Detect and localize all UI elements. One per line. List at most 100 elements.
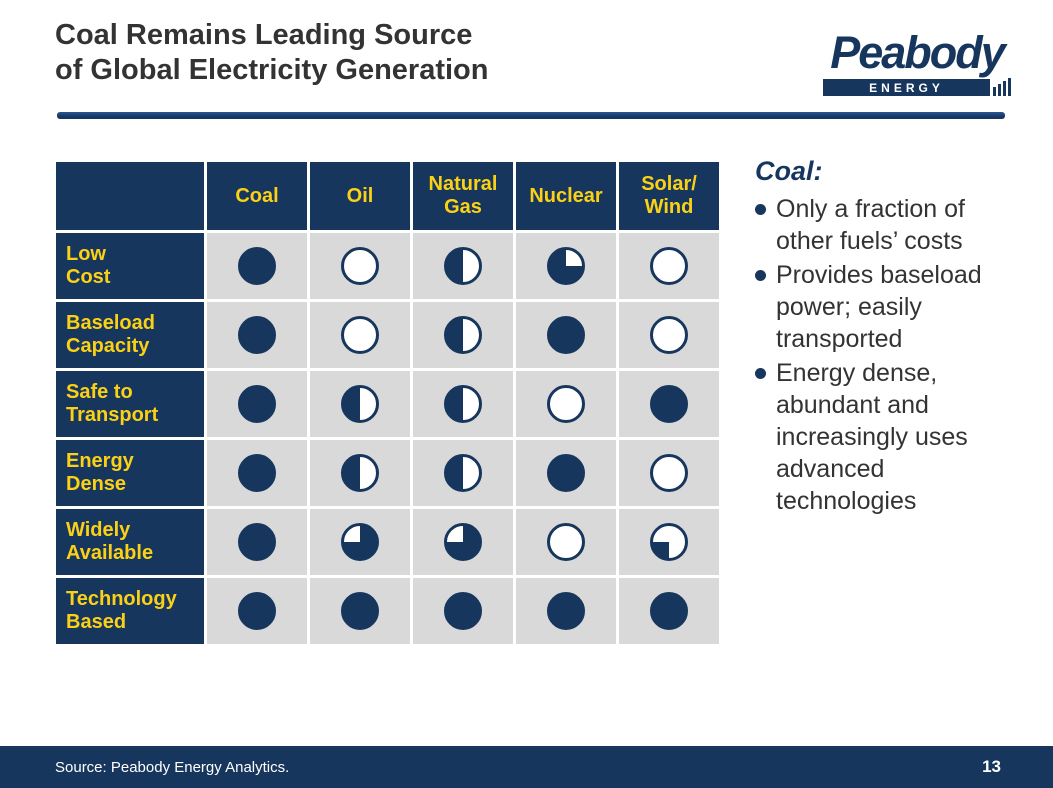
harvey-ball-full-icon [238,247,276,285]
harvey-ball-full-icon [650,592,688,630]
logo-energy-bar: ENERGY [823,78,1011,96]
logo-bar: ENERGY [823,79,990,96]
matrix-col-header: Natural Gas [413,162,513,230]
harvey-ball-full-icon [238,454,276,492]
matrix-cell [619,509,719,575]
footer-bar: Source: Peabody Energy Analytics. 13 [0,746,1053,788]
matrix-row-label: Widely Available [56,509,204,575]
harvey-ball-empty-icon [650,454,688,492]
matrix-row-label: Energy Dense [56,440,204,506]
matrix-cell [413,440,513,506]
matrix-cell [619,233,719,299]
matrix-cell [516,578,616,644]
matrix-row-label: Safe to Transport [56,371,204,437]
harvey-ball-full-icon [238,592,276,630]
matrix-row: Low Cost [56,233,719,299]
matrix-cell [310,302,410,368]
matrix-cell [310,440,410,506]
harvey-ball-quarter-bottomleft-icon [650,523,688,561]
harvey-ball-full-icon [238,523,276,561]
matrix-cell [413,578,513,644]
harvey-ball-full-icon [547,316,585,354]
harvey-ball-three-quarter-topleft-icon [341,523,379,561]
matrix-row: Energy Dense [56,440,719,506]
matrix-row-label: Baseload Capacity [56,302,204,368]
peabody-logo: Peabody ENERGY [823,30,1011,96]
matrix-cell [207,578,307,644]
matrix-cell [413,233,513,299]
matrix-cell [310,371,410,437]
matrix-cell [516,233,616,299]
matrix-col-header: Coal [207,162,307,230]
matrix-col-header: Oil [310,162,410,230]
bullet-icon [755,270,766,281]
bullet-text: Energy dense, abundant and increasingly … [776,359,968,515]
matrix-col-header: Nuclear [516,162,616,230]
harvey-ball-half-left-icon [341,454,379,492]
bullet-text: Only a fraction of other fuels’ costs [776,195,965,255]
matrix-cell [413,371,513,437]
harvey-ball-half-left-icon [444,454,482,492]
coal-bullet-list: Only a fraction of other fuels’ costs Pro… [755,193,1007,517]
matrix-row-label: Low Cost [56,233,204,299]
panel-heading: Coal: [755,156,823,186]
matrix-cell [207,440,307,506]
matrix-col-header: Solar/ Wind [619,162,719,230]
harvey-ball-empty-icon [547,385,585,423]
harvey-ball-empty-icon [650,247,688,285]
harvey-ball-full-icon [547,454,585,492]
matrix-row-label: Technology Based [56,578,204,644]
harvey-ball-empty-icon [650,316,688,354]
harvey-ball-full-icon [547,592,585,630]
title-divider [57,112,1005,119]
bullet-item: Provides baseload power; easily transpor… [755,259,1007,355]
harvey-ball-full-icon [238,385,276,423]
harvey-ball-full-icon [444,592,482,630]
matrix-row: Technology Based [56,578,719,644]
matrix-cell [207,509,307,575]
matrix-cell [413,509,513,575]
matrix-table-body: Low Cost Baseload Capacity Safe to Transpo… [56,233,719,644]
matrix-cell [207,302,307,368]
matrix-cell [516,302,616,368]
matrix-header-row: Coal Oil Natural Gas Nuclear Solar/ Wind [56,162,719,230]
page-title: Coal Remains Leading Source of Global El… [55,19,489,87]
matrix-cell [619,440,719,506]
harvey-ball-three-quarter-topleft-icon [444,523,482,561]
matrix-cell [310,509,410,575]
harvey-ball-full-icon [341,592,379,630]
logo-stripes-icon [993,78,1011,96]
bullet-text: Provides baseload power; easily transpor… [776,261,982,353]
matrix-cell [619,578,719,644]
logo-wordmark: Peabody [830,27,1006,78]
matrix-row: Safe to Transport [56,371,719,437]
matrix-cell [310,233,410,299]
harvey-ball-full-icon [650,385,688,423]
coal-summary-panel: Coal: Only a fraction of other fuels’ co… [755,156,1007,519]
bullet-icon [755,204,766,215]
matrix-cell [207,233,307,299]
bullet-item: Only a fraction of other fuels’ costs [755,193,1007,257]
harvey-ball-half-left-icon [444,247,482,285]
source-note: Source: Peabody Energy Analytics. [55,758,290,776]
harvey-ball-full-icon [238,316,276,354]
matrix-cell [413,302,513,368]
matrix-cell [207,371,307,437]
logo-energy-label: ENERGY [869,80,944,95]
harvey-ball-half-left-icon [341,385,379,423]
harvey-ball-empty-icon [341,247,379,285]
harvey-ball-empty-icon [341,316,379,354]
harvey-ball-half-left-icon [444,316,482,354]
matrix-cell [310,578,410,644]
harvey-ball-half-left-icon [444,385,482,423]
bullet-icon [755,368,766,379]
fuel-comparison-table: Coal Oil Natural Gas Nuclear Solar/ Wind Low… [53,159,722,647]
bullet-item: Energy dense, abundant and increasingly … [755,357,1007,517]
matrix-row: Baseload Capacity [56,302,719,368]
matrix-cell [516,371,616,437]
matrix-corner-cell [56,162,204,230]
matrix-cell [516,440,616,506]
matrix-cell [619,371,719,437]
matrix-cell [619,302,719,368]
